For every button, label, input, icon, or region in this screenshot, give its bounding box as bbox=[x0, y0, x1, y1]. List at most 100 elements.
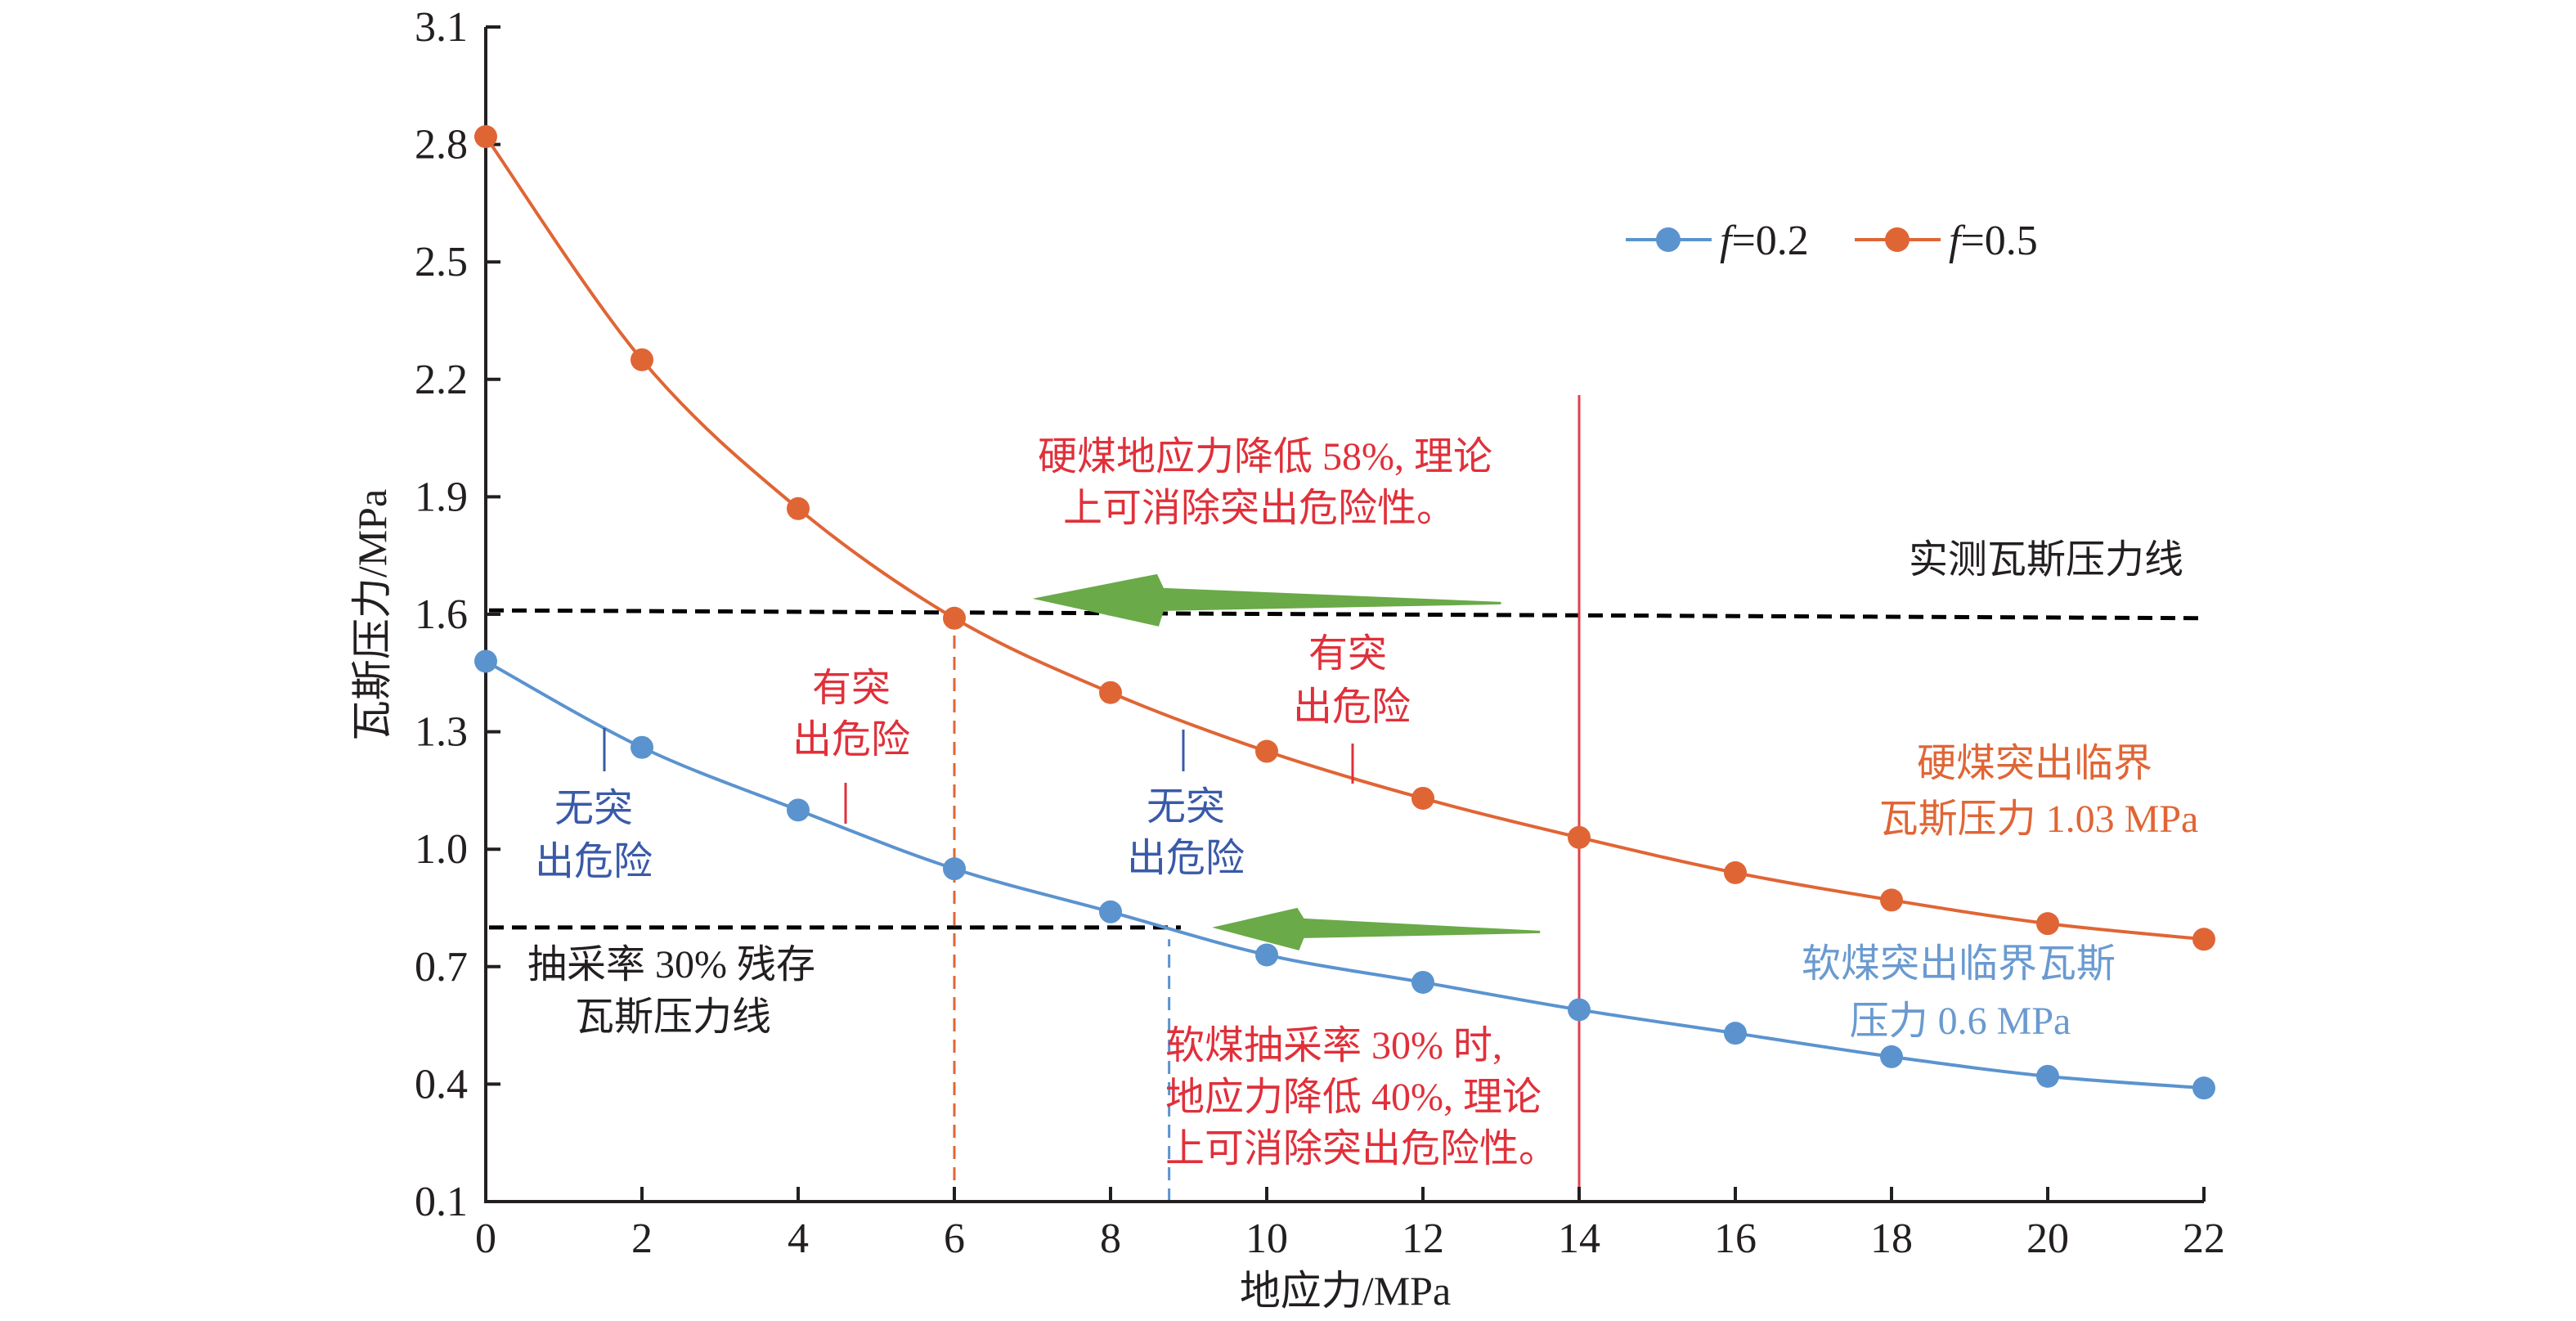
x-ticks: 0 2 4 6 8 10 12 14 16 18 20 22 bbox=[475, 1187, 2225, 1262]
data-point bbox=[1099, 681, 1122, 704]
y-tick-label: 0.7 bbox=[415, 944, 468, 991]
danger-left-line2: 出危险 bbox=[792, 718, 910, 762]
y-tick-label: 1.9 bbox=[415, 474, 468, 520]
data-point bbox=[1724, 860, 1747, 884]
danger-left-line1: 有突 bbox=[812, 667, 891, 710]
data-point bbox=[474, 125, 497, 149]
measured-line-label-text: 实测瓦斯压力线 bbox=[1909, 538, 2183, 582]
y-tick-label: 2.5 bbox=[415, 239, 468, 285]
hard-critical-label: 硬煤突出临界 瓦斯压力 1.03 MPa bbox=[1879, 742, 2199, 841]
danger-left-label: 有突 出危险 bbox=[792, 667, 910, 762]
data-point bbox=[943, 857, 966, 881]
y-tick-label: 0.4 bbox=[415, 1061, 468, 1108]
legend-marker-f05 bbox=[1885, 227, 1910, 252]
no-danger-right-label: 无突 出危险 bbox=[1127, 785, 1245, 880]
data-point bbox=[1568, 825, 1591, 849]
data-point bbox=[1880, 1045, 1903, 1068]
x-axis-title: 地应力/MPa bbox=[1240, 1268, 1451, 1314]
y-tick-label: 1.0 bbox=[415, 826, 468, 873]
x-tick-label: 22 bbox=[2183, 1215, 2225, 1262]
legend-label-f02: f=0.2 bbox=[1720, 218, 1809, 264]
hard-coal-note-line1: 硬煤地应力降低 58%, 理论 bbox=[1038, 435, 1492, 479]
hard-critical-label-line2: 瓦斯压力 1.03 MPa bbox=[1879, 798, 2199, 841]
residual-line-label: 抽采率 30% 残存 瓦斯压力线 bbox=[527, 943, 815, 1039]
y-tick-label: 1.3 bbox=[415, 709, 468, 756]
soft-critical-label-line2: 压力 0.6 MPa bbox=[1850, 1000, 2071, 1043]
x-tick-label: 10 bbox=[1245, 1215, 1288, 1262]
data-point bbox=[2036, 912, 2059, 936]
data-point bbox=[1255, 739, 1278, 763]
arrows bbox=[1032, 573, 1541, 950]
legend-rest-f05: =0.5 bbox=[1960, 218, 2037, 264]
danger-right-label: 有突 出危险 bbox=[1293, 632, 1411, 729]
x-tick-label: 0 bbox=[475, 1215, 496, 1262]
data-point bbox=[474, 649, 497, 673]
data-point bbox=[787, 496, 810, 520]
data-point bbox=[1099, 900, 1122, 923]
x-tick-label: 4 bbox=[788, 1215, 809, 1262]
series bbox=[474, 125, 2215, 1100]
data-point bbox=[2036, 1064, 2059, 1088]
y-tick-label: 2.8 bbox=[415, 122, 468, 168]
data-point bbox=[787, 798, 810, 822]
no-danger-left-label: 无突 出危险 bbox=[535, 787, 653, 883]
legend-item-f05: f=0.5 bbox=[1855, 218, 2038, 264]
y-tick-label: 1.6 bbox=[415, 591, 468, 638]
no-danger-left-line1: 无突 bbox=[554, 787, 633, 830]
soft-coal-note: 软煤抽采率 30% 时, 地应力降低 40%, 理论 上可消除突出危险性。 bbox=[1165, 1024, 1558, 1170]
legend-item-f02: f=0.2 bbox=[1626, 218, 1809, 264]
data-point bbox=[943, 606, 966, 630]
soft-coal-note-line1: 软煤抽采率 30% 时, bbox=[1165, 1024, 1502, 1067]
x-tick-label: 12 bbox=[1402, 1215, 1444, 1262]
data-point bbox=[1411, 786, 1434, 810]
soft-critical-label: 软煤突出临界瓦斯 压力 0.6 MPa bbox=[1802, 942, 2116, 1043]
hard-coal-note-line2: 上可消除突出危险性。 bbox=[1063, 487, 1456, 530]
x-tick-label: 14 bbox=[1558, 1215, 1600, 1262]
measured-line-label: 实测瓦斯压力线 bbox=[1909, 538, 2183, 582]
residual-line-label-line1: 抽采率 30% 残存 bbox=[527, 943, 815, 986]
legend: f=0.2 f=0.5 bbox=[1626, 218, 2038, 264]
data-point bbox=[1255, 943, 1278, 967]
legend-rest-f02: =0.2 bbox=[1731, 218, 1808, 264]
hard-critical-label-line1: 硬煤突出临界 bbox=[1917, 742, 2152, 785]
legend-label-f05: f=0.5 bbox=[1949, 218, 2038, 264]
data-point bbox=[1724, 1022, 1747, 1045]
y-axis-title: 瓦斯压力/MPa bbox=[349, 489, 395, 741]
no-danger-right-line1: 无突 bbox=[1147, 785, 1225, 829]
data-point bbox=[1411, 970, 1434, 994]
data-point bbox=[1880, 888, 1903, 912]
no-danger-right-line2: 出危险 bbox=[1127, 837, 1245, 880]
danger-right-line2: 出危险 bbox=[1293, 685, 1411, 729]
soft-coal-note-line3: 上可消除突出危险性。 bbox=[1165, 1127, 1558, 1170]
danger-right-line1: 有突 bbox=[1308, 632, 1387, 676]
y-ticks: 0.1 0.4 0.7 1.0 1.3 1.6 1.9 2.2 2.5 2.8 3.1 bbox=[415, 4, 500, 1225]
hard-coal-note: 硬煤地应力降低 58%, 理论 上可消除突出危险性。 bbox=[1038, 435, 1492, 530]
hard-coal-arrow bbox=[1032, 573, 1501, 627]
y-tick-label: 3.1 bbox=[415, 4, 468, 51]
y-tick-label: 0.1 bbox=[415, 1179, 468, 1225]
measured-gas-pressure-line bbox=[488, 608, 2205, 621]
series-f=0.2 bbox=[474, 649, 2215, 1100]
soft-coal-note-line2: 地应力降低 40%, 理论 bbox=[1165, 1076, 1542, 1119]
x-tick-label: 8 bbox=[1100, 1215, 1121, 1262]
data-point bbox=[631, 735, 653, 759]
residual-line-label-line2: 瓦斯压力线 bbox=[575, 995, 771, 1039]
x-tick-label: 6 bbox=[944, 1215, 965, 1262]
x-tick-label: 16 bbox=[1714, 1215, 1757, 1262]
soft-coal-arrow bbox=[1212, 907, 1541, 950]
reference-lines bbox=[488, 394, 2205, 1202]
x-tick-label: 2 bbox=[631, 1215, 653, 1262]
data-point bbox=[2192, 928, 2215, 951]
data-point bbox=[2192, 1076, 2215, 1100]
x-tick-label: 18 bbox=[1870, 1215, 1913, 1262]
x-tick-label: 20 bbox=[2026, 1215, 2069, 1262]
series-f=0.5 bbox=[474, 125, 2215, 951]
soft-critical-label-line1: 软煤突出临界瓦斯 bbox=[1802, 942, 2116, 986]
no-danger-left-line2: 出危险 bbox=[535, 840, 653, 883]
data-point bbox=[1568, 998, 1591, 1022]
axes: 0.1 0.4 0.7 1.0 1.3 1.6 1.9 2.2 2.5 2.8 3.1 0 2 4 6 8 1… bbox=[415, 4, 2225, 1262]
legend-marker-f02 bbox=[1656, 227, 1681, 252]
data-point bbox=[631, 348, 653, 371]
y-tick-label: 2.2 bbox=[415, 357, 468, 403]
